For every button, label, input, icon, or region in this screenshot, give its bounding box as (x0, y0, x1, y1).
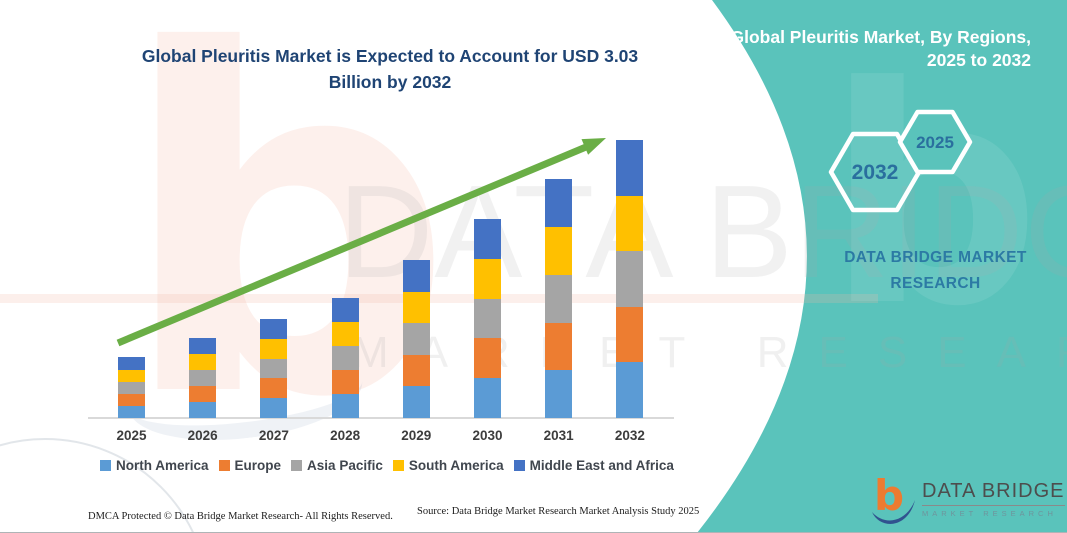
bar-2027-segment-asia-pacific (260, 358, 288, 379)
side-panel-heading: Global Pleuritis Market, By Regions, 202… (701, 26, 1032, 72)
bar-2032-segment-south-america (616, 195, 644, 252)
legend-item-europe: Europe (218, 458, 282, 473)
bar-2027-segment-north-america (260, 398, 288, 418)
x-axis-label-2029: 2029 (401, 428, 432, 443)
x-axis-label-2025: 2025 (116, 428, 147, 443)
bar-2025-segment-north-america (118, 405, 145, 418)
side-panel-heading-line2: 2025 to 2032 (926, 50, 1031, 71)
x-axis-label-2030: 2030 (472, 428, 503, 443)
legend-swatch-asia-pacific (291, 460, 303, 471)
x-axis-label-2031: 2031 (543, 428, 574, 443)
legend-label-middle-east-and-africa: Middle East and Africa (529, 458, 674, 473)
bar-2028-segment-north-america (331, 393, 359, 418)
legend-swatch-south-america (392, 460, 404, 471)
legend-label-south-america: South America (408, 458, 504, 473)
legend-item-north-america: North America (100, 458, 209, 473)
legend-label-asia-pacific: Asia Pacific (307, 458, 383, 473)
x-axis-label-2032: 2032 (614, 428, 645, 443)
x-axis-label-2027: 2027 (258, 428, 289, 443)
legend-label-north-america: North America (116, 458, 209, 473)
logo-subtitle: MARKET RESEARCH (922, 509, 1057, 518)
hexagon-badges: 2032 2025 (828, 109, 973, 213)
side-panel-heading-line1: Global Pleuritis Market, By Regions, (730, 27, 1032, 47)
chart-title: Global Pleuritis Market is Expected to A… (128, 44, 652, 96)
bar-2032-segment-asia-pacific (616, 251, 644, 307)
svg-text:b: b (874, 472, 904, 520)
legend-item-south-america: South America (392, 458, 504, 473)
side-panel-shape (697, 0, 1067, 532)
hexagon-2032-label: 2032 (852, 161, 899, 184)
stacked-bar-2025 (118, 357, 145, 418)
legend-label-europe: Europe (234, 458, 282, 473)
bar-2025-segment-south-america (118, 369, 145, 382)
logo-text-block: DATA BRIDGE MARKET RESEARCH (922, 480, 1065, 518)
x-axis-label-2026: 2026 (187, 428, 218, 443)
legend-swatch-middle-east-and-africa (513, 460, 525, 471)
stacked-bar-2032 (616, 140, 644, 418)
legend-item-middle-east-and-africa: Middle East and Africa (513, 458, 674, 473)
bar-2032-segment-north-america (616, 362, 644, 418)
source-note: Source: Data Bridge Market Research Mark… (417, 506, 700, 517)
bar-2025-segment-europe (118, 393, 145, 406)
legend-swatch-europe (218, 460, 230, 471)
bar-2029-segment-europe (402, 354, 430, 387)
data-bridge-b-icon: b (872, 472, 915, 524)
bar-2030-segment-north-america (474, 378, 501, 418)
chart-title-line1: Global Pleuritis Market is Expected to A… (141, 46, 639, 66)
bar-2028-segment-asia-pacific (331, 345, 359, 370)
hexagon-2025 (897, 109, 973, 175)
hexagon-2025-label: 2025 (916, 133, 954, 152)
bar-2026-segment-north-america (189, 402, 217, 418)
chart-title-line2: Billion by 2032 (328, 71, 452, 92)
panel-brand-line1: DATA BRIDGE MARKET (844, 249, 1027, 266)
dmca-notice: DMCA Protected © Data Bridge Market Rese… (88, 511, 393, 522)
bar-2025-segment-asia-pacific (118, 381, 145, 394)
legend-item-asia-pacific: Asia Pacific (291, 458, 383, 473)
panel-brand-text: DATA BRIDGE MARKET RESEARCH (808, 245, 1063, 296)
bar-2028-segment-europe (331, 369, 359, 394)
panel-brand-line2: RESEARCH (890, 274, 981, 292)
bar-2026-segment-asia-pacific (189, 370, 217, 387)
bar-2026-segment-south-america (189, 354, 217, 371)
x-axis-label-2028: 2028 (330, 428, 361, 443)
x-axis-line (88, 417, 674, 419)
bar-2025-segment-middle-east-and-africa (118, 357, 145, 370)
chart-legend: North America Europe Asia Pacific South Ame… (100, 458, 700, 473)
legend-swatch-north-america (100, 460, 111, 471)
bar-2032-segment-middle-east-and-africa (616, 140, 644, 196)
logo-title: DATA BRIDGE (922, 480, 1065, 506)
bar-2027-segment-europe (260, 378, 288, 399)
bar-2026-segment-europe (189, 386, 217, 403)
data-bridge-logo: b DATA BRIDGE MARKET RESEARCH (870, 472, 1065, 526)
bar-2029-segment-north-america (402, 386, 430, 418)
bar-2032-segment-europe (616, 306, 644, 363)
bar-2031-segment-north-america (545, 370, 573, 418)
